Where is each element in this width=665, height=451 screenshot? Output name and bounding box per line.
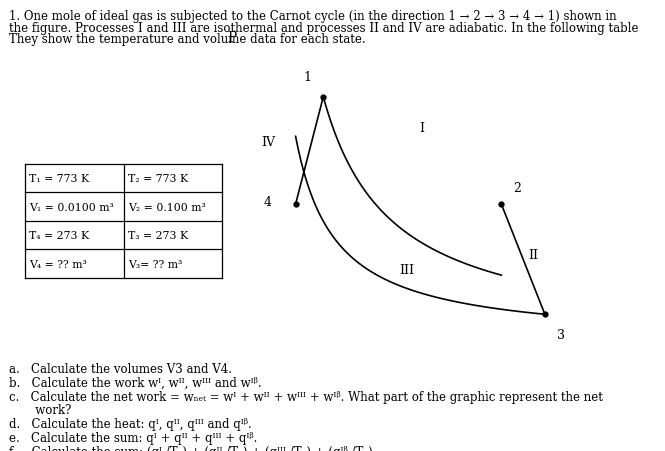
Text: f.    Calculate the sum: (qᴵ /T₁) + (qᴵᴵ /T₂) + (qᴵᴵᴵ /T₃) + (qᴵᵝ /T₄).: f. Calculate the sum: (qᴵ /T₁) + (qᴵᴵ /T… bbox=[9, 446, 376, 451]
Text: work?: work? bbox=[9, 403, 71, 416]
Text: 4: 4 bbox=[264, 195, 272, 208]
Text: V₃= ?? m³: V₃= ?? m³ bbox=[128, 259, 182, 269]
Text: T₂ = 773 K: T₂ = 773 K bbox=[128, 174, 188, 184]
Text: the figure. Processes I and III are isothermal and processes II and IV are adiab: the figure. Processes I and III are isot… bbox=[9, 22, 638, 35]
Text: 3: 3 bbox=[557, 328, 565, 341]
Text: 1. One mole of ideal gas is subjected to the Carnot cycle (in the direction 1 → : 1. One mole of ideal gas is subjected to… bbox=[9, 10, 616, 23]
Text: V₄ = ?? m³: V₄ = ?? m³ bbox=[29, 259, 87, 269]
Text: V₂ = 0.100 m³: V₂ = 0.100 m³ bbox=[128, 202, 205, 212]
Text: III: III bbox=[399, 263, 414, 276]
Text: T₄ = 273 K: T₄ = 273 K bbox=[29, 230, 90, 241]
Text: IV: IV bbox=[261, 136, 275, 149]
Text: P: P bbox=[227, 32, 237, 45]
Text: I: I bbox=[420, 122, 425, 135]
Text: a.   Calculate the volumes V3 and V4.: a. Calculate the volumes V3 and V4. bbox=[9, 362, 231, 375]
Text: b.   Calculate the work wᴵ, wᴵᴵ, wᴵᴵᴵ and wᴵᵝ.: b. Calculate the work wᴵ, wᴵᴵ, wᴵᴵᴵ and … bbox=[9, 376, 261, 389]
Text: T₃ = 273 K: T₃ = 273 K bbox=[128, 230, 188, 241]
Text: 1: 1 bbox=[303, 71, 311, 84]
Text: They show the temperature and volume data for each state.: They show the temperature and volume dat… bbox=[9, 33, 365, 46]
Text: d.   Calculate the heat: qᴵ, qᴵᴵ, qᴵᴵᴵ and qᴵᵝ.: d. Calculate the heat: qᴵ, qᴵᴵ, qᴵᴵᴵ and… bbox=[9, 417, 251, 430]
Text: T₁ = 773 K: T₁ = 773 K bbox=[29, 174, 90, 184]
Text: 2: 2 bbox=[513, 181, 521, 194]
Text: V₁ = 0.0100 m³: V₁ = 0.0100 m³ bbox=[29, 202, 114, 212]
Text: e.   Calculate the sum: qᴵ + qᴵᴵ + qᴵᴵᴵ + qᴵᵝ.: e. Calculate the sum: qᴵ + qᴵᴵ + qᴵᴵᴵ + … bbox=[9, 431, 257, 444]
Text: c.   Calculate the net work = wₙₑₜ = wᴵ + wᴵᴵ + wᴵᴵᴵ + wᴵᵝ. What part of the gra: c. Calculate the net work = wₙₑₜ = wᴵ + … bbox=[9, 390, 602, 403]
Text: II: II bbox=[528, 249, 538, 262]
